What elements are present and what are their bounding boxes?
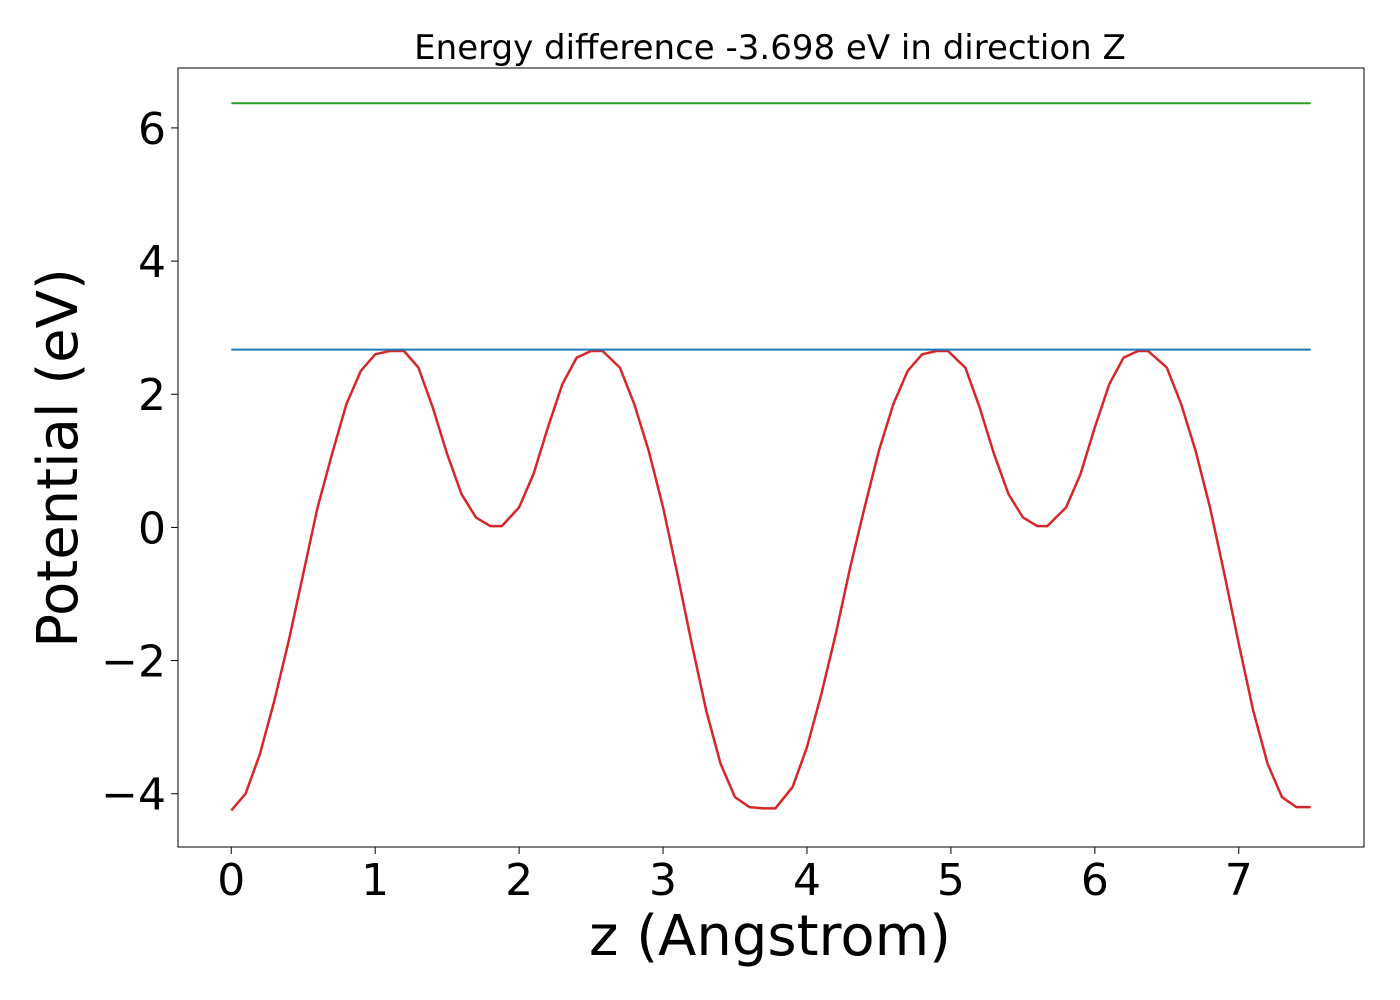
chart-title: Energy difference -3.698 eV in direction… (414, 28, 1126, 68)
y-tick-label: 6 (138, 104, 166, 155)
x-tick-label: 1 (361, 855, 389, 906)
x-tick-label: 4 (793, 855, 821, 906)
y-tick-label: 0 (138, 503, 166, 554)
series-layer (230, 102, 1311, 812)
y-tick-label: 4 (138, 237, 166, 288)
series-line-1 (230, 349, 1311, 812)
x-axis: 0 1 2 3 4 5 6 7 (217, 847, 1253, 906)
plot-frame (177, 67, 1365, 848)
y-axis-label: Potential (eV) (26, 268, 91, 648)
x-axis-label: z (Angstrom) (589, 904, 951, 969)
x-tick-label: 5 (937, 855, 965, 906)
x-tick-label: 0 (217, 855, 245, 906)
x-tick-label: 3 (649, 855, 677, 906)
y-tick-label: 2 (138, 370, 166, 421)
y-tick-label: −4 (101, 770, 166, 821)
x-tick-label: 2 (505, 855, 533, 906)
x-tick-label: 6 (1081, 855, 1109, 906)
y-axis: −4 −2 0 2 4 6 (101, 104, 178, 821)
y-tick-label: −2 (101, 637, 166, 688)
x-tick-label: 7 (1225, 855, 1253, 906)
